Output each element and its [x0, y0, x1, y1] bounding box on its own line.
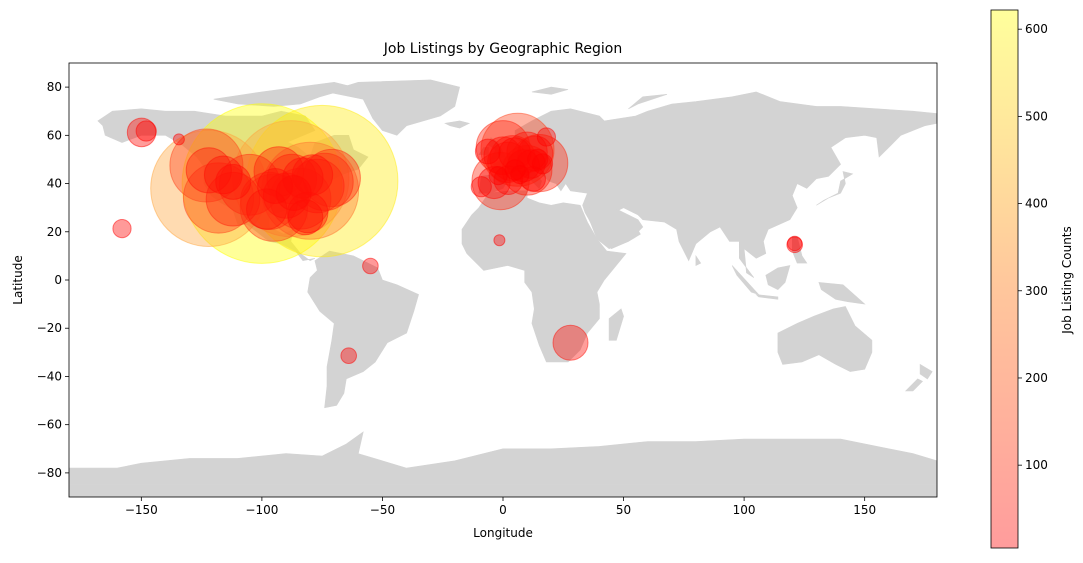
- y-tick-label: 60: [47, 128, 62, 142]
- chart-title: Job Listings by Geographic Region: [383, 41, 623, 57]
- land-greenland: [326, 79, 460, 136]
- land-africa: [461, 190, 627, 363]
- y-tick-label: 0: [54, 273, 62, 287]
- colorbar-tick-label: 500: [1025, 109, 1048, 123]
- data-point: [510, 165, 530, 185]
- land-new-zealand-south: [904, 378, 924, 392]
- data-point: [493, 165, 524, 195]
- data-point: [262, 172, 310, 219]
- land-japan: [816, 171, 854, 206]
- land-java: [755, 294, 779, 300]
- y-axis-label: Latitude: [11, 255, 25, 304]
- land-svalbard: [531, 86, 569, 95]
- land-masses: [69, 79, 937, 497]
- colorbar-ticks: 100 200 300 400 500 600: [1018, 22, 1048, 472]
- data-point: [203, 155, 243, 195]
- land-antarctica-base: [69, 484, 937, 497]
- data-point: [266, 153, 318, 205]
- colorbar-tick-label: 200: [1025, 371, 1048, 385]
- x-tick-label: 50: [616, 503, 631, 517]
- data-point: [501, 145, 553, 196]
- land-iceland: [444, 120, 471, 129]
- x-tick-label: 100: [733, 503, 756, 517]
- data-points: [112, 103, 804, 365]
- land-new-guinea: [818, 282, 866, 305]
- y-tick-label: 80: [47, 80, 62, 94]
- land-arabia-fill: [587, 207, 644, 250]
- data-point: [215, 163, 252, 200]
- x-tick-label: −150: [125, 503, 158, 517]
- data-point: [185, 147, 232, 194]
- data-point: [498, 137, 532, 171]
- data-point: [340, 347, 358, 365]
- colorbar-gradient: [990, 9, 1019, 549]
- land-arctic-islands: [213, 81, 355, 107]
- data-point: [362, 257, 379, 275]
- data-point: [536, 127, 557, 147]
- data-point: [287, 191, 329, 234]
- x-tick-label: 150: [853, 503, 876, 517]
- data-point: [787, 235, 803, 252]
- land-antarctica: [69, 431, 937, 486]
- data-point: [480, 112, 555, 187]
- colorbar: 100 200 300 400 500 600 Job Listing Counts: [990, 9, 1074, 549]
- data-point: [275, 175, 312, 211]
- colorbar-tick-label: 300: [1025, 284, 1048, 298]
- x-tick-label: −50: [370, 503, 395, 517]
- colorbar-label: Job Listing Counts: [1060, 226, 1074, 335]
- y-tick-label: 40: [47, 177, 62, 191]
- x-tick-label: −100: [245, 503, 278, 517]
- data-point: [287, 199, 324, 236]
- land-madagascar: [608, 308, 624, 341]
- data-point: [552, 324, 589, 361]
- data-point: [493, 234, 506, 247]
- y-tick-label: −80: [37, 466, 62, 480]
- colorbar-tick-label: 100: [1025, 458, 1048, 472]
- y-tick-label: −40: [37, 369, 62, 383]
- x-tick-label: 0: [499, 503, 507, 517]
- x-axis-ticks: −150 −100 −50 0 50 100 150: [125, 497, 876, 517]
- colorbar-tick-label: 600: [1025, 22, 1048, 36]
- data-point: [470, 176, 492, 198]
- data-point: [182, 162, 255, 234]
- land-europe-asia: [478, 91, 937, 278]
- y-tick-label: −60: [37, 418, 62, 432]
- land-australia: [777, 306, 873, 372]
- data-point: [172, 133, 185, 146]
- data-point: [135, 120, 157, 142]
- land-south-america: [307, 250, 419, 409]
- data-point: [488, 166, 508, 186]
- data-point: [291, 154, 334, 196]
- data-point: [527, 148, 549, 170]
- plot-area: [69, 79, 937, 497]
- x-axis-label: Longitude: [473, 526, 533, 540]
- data-point: [257, 168, 294, 204]
- colorbar-tick-label: 400: [1025, 197, 1048, 211]
- land-sumatra: [731, 265, 760, 296]
- data-point: [786, 236, 804, 254]
- data-point: [112, 219, 132, 239]
- y-axis-ticks: −80 −60 −40 −20 0 20 40 60 80: [37, 80, 69, 480]
- data-point: [474, 138, 501, 165]
- data-point: [269, 167, 332, 230]
- land-new-zealand-north: [919, 363, 933, 380]
- y-tick-label: 20: [47, 225, 62, 239]
- y-tick-label: −20: [37, 321, 62, 335]
- land-sri-lanka: [695, 254, 702, 266]
- land-borneo: [765, 265, 791, 290]
- land-novaya-zemlya: [628, 94, 668, 110]
- data-point: [483, 136, 523, 176]
